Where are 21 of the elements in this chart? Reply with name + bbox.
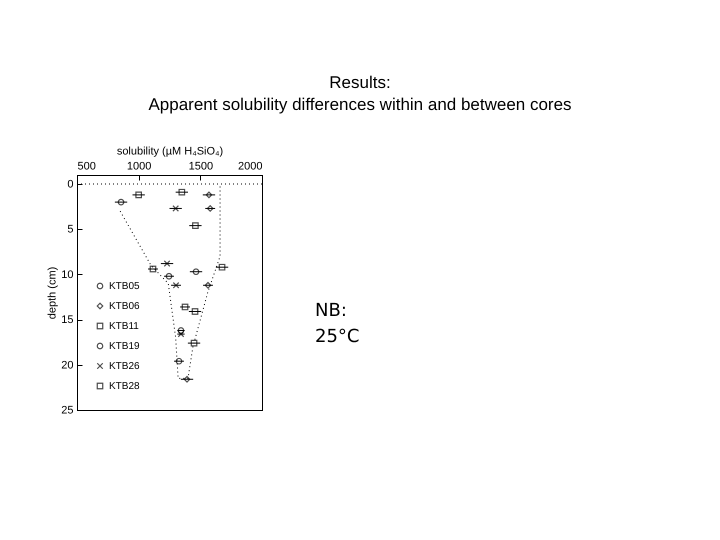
legend-label: KTB06 (109, 301, 140, 312)
legend-label: KTB28 (109, 381, 140, 392)
legend-label: KTB26 (109, 361, 140, 372)
x-tick-label: 500 (78, 160, 96, 172)
text: 25°C (315, 325, 360, 349)
y-tick-label: 15 (61, 314, 74, 326)
text: Results: Apparent solubility differences within and between cores (147, 72, 573, 116)
y-tick-label: 10 (61, 268, 74, 281)
x-axis-title: solubility (µM H₄SiO₄) (116, 146, 224, 158)
x-tick-label: 2000 (238, 160, 262, 172)
y-tick-label: 20 (61, 359, 74, 372)
y-tick-label: 5 (67, 224, 74, 236)
y-tick-label: 0 (67, 178, 74, 191)
legend-label: KTB11 (109, 321, 140, 332)
text: NB: (315, 299, 348, 323)
y-tick-label: 25 (61, 404, 74, 416)
legend-label: KTB19 (109, 341, 140, 352)
legend-label: KTB05 (109, 281, 140, 292)
y-axis-title: depth (cm) (46, 266, 58, 320)
x-tick-label: 1000 (126, 160, 152, 172)
x-tick-label: 1500 (188, 160, 214, 172)
